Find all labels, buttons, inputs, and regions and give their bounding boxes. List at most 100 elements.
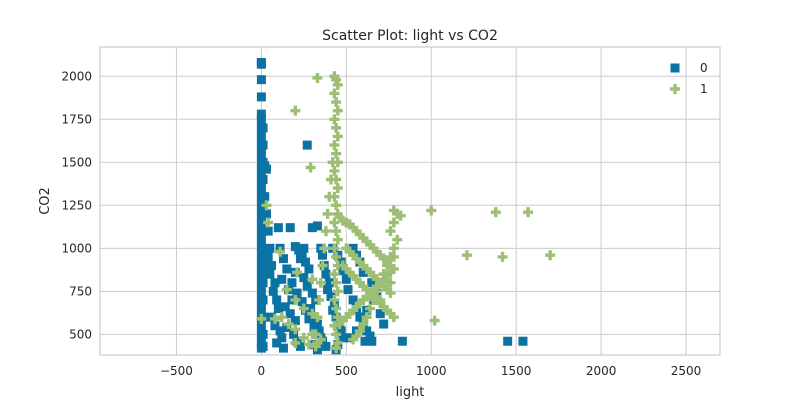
data-point-0 [397,336,407,346]
data-point-0 [258,226,268,236]
data-point-0 [278,343,288,353]
data-point-0 [280,302,290,312]
data-point-0 [336,326,346,336]
data-point-1 [388,243,399,254]
data-point-0 [362,305,372,315]
y-tick-label: 2000 [61,69,92,83]
plot-frame [99,46,721,356]
y-tick-label: 750 [69,284,92,298]
data-point-1 [329,217,340,228]
data-point-0 [302,281,312,291]
data-point-1 [392,234,403,245]
data-point-0 [277,333,287,343]
legend: 01 [670,61,708,96]
data-point-0 [323,285,333,295]
data-point-0 [258,278,268,288]
x-tick-label: −500 [160,364,193,378]
data-point-1 [315,334,326,345]
data-point-1 [331,343,342,354]
data-point-1 [331,251,342,262]
y-tick-label: 500 [69,327,92,341]
data-point-0 [306,304,316,314]
data-point-1 [395,210,406,221]
data-point-1 [461,250,472,261]
data-point-0 [260,192,270,202]
data-point-1 [314,294,325,305]
data-point-1 [275,246,286,257]
series-1 [256,71,556,354]
data-point-0 [312,221,322,231]
data-point-1 [348,334,359,345]
data-point-1 [329,140,340,151]
y-tick-label: 1750 [61,112,92,126]
data-point-0 [258,123,268,133]
data-point-0 [270,278,280,288]
data-point-1 [375,277,386,288]
data-point-0 [343,285,353,295]
data-point-0 [304,264,314,274]
data-point-1 [310,341,321,352]
data-point-1 [331,329,342,340]
data-point-0 [267,261,277,271]
data-point-0 [285,309,295,319]
data-point-1 [290,294,301,305]
data-point-1 [307,308,318,319]
data-point-1 [307,329,318,340]
data-point-0 [258,243,268,253]
data-point-1 [490,207,501,218]
data-point-1 [385,288,396,299]
x-tick-label: 1000 [416,364,447,378]
data-point-0 [299,273,309,283]
legend-marker-1 [670,84,680,94]
data-point-0 [328,305,338,315]
data-point-1 [545,250,556,261]
data-point-1 [298,332,309,343]
data-point-0 [258,329,268,339]
data-point-0 [256,114,266,124]
data-point-0 [256,75,266,85]
y-tick-label: 1000 [61,241,92,255]
data-point-0 [285,223,295,233]
data-point-1 [332,234,343,245]
data-point-1 [329,320,340,331]
data-point-1 [319,243,330,254]
data-point-1 [365,303,376,314]
data-point-0 [518,336,528,346]
data-point-0 [258,341,268,351]
data-point-0 [263,252,273,262]
data-point-0 [321,341,331,351]
data-point-1 [290,337,301,348]
data-point-1 [523,207,534,218]
data-point-1 [331,200,342,211]
data-point-0 [289,329,299,339]
data-point-0 [256,131,266,141]
data-point-0 [277,274,287,284]
data-point-1 [263,217,274,228]
data-point-1 [332,286,343,297]
data-point-0 [270,321,280,331]
data-point-1 [283,319,294,330]
data-point-0 [341,274,351,284]
data-point-0 [295,254,305,264]
legend-label-1: 1 [700,82,708,96]
data-point-1 [331,97,342,108]
data-point-0 [294,245,304,255]
data-point-1 [331,226,342,237]
data-point-0 [256,269,266,279]
data-point-1 [334,319,345,330]
y-axis-title: CO2 [38,187,53,215]
data-point-0 [278,254,288,264]
x-tick-label: 500 [335,364,358,378]
data-point-0 [309,322,319,332]
data-point-0 [365,331,375,341]
data-point-0 [358,267,368,277]
data-point-0 [367,336,377,346]
data-point-0 [273,304,283,314]
data-point-1 [332,183,343,194]
legend-marker-0 [670,63,680,73]
data-point-0 [362,326,372,336]
data-point-1 [329,243,340,254]
x-tick-label: 2000 [586,364,617,378]
data-point-0 [290,316,300,326]
data-point-1 [305,162,316,173]
